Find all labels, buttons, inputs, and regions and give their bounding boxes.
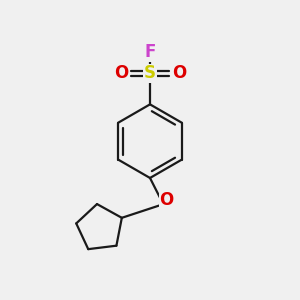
Text: O: O (172, 64, 186, 82)
Text: F: F (144, 43, 156, 61)
Text: S: S (144, 64, 156, 82)
Text: O: O (159, 191, 174, 209)
Text: O: O (114, 64, 128, 82)
